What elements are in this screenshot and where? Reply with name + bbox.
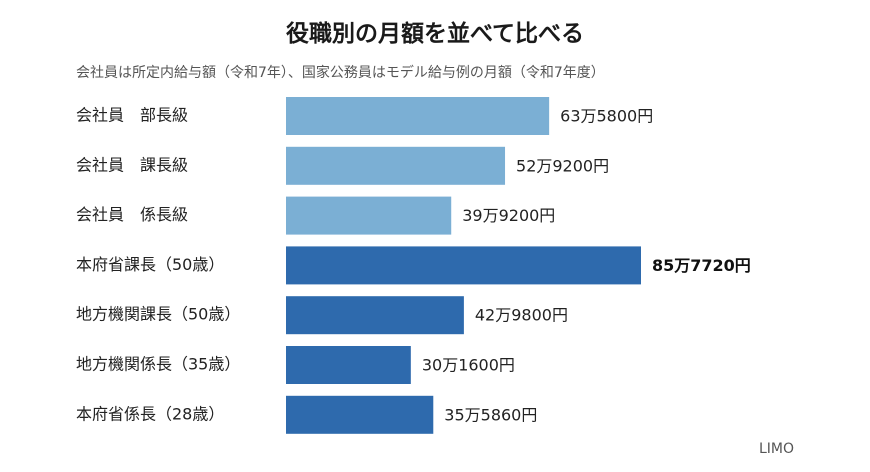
bar [286,296,464,335]
category-label: 会社員 部長級 [76,106,188,125]
category-label: 会社員 課長級 [76,155,188,174]
source-label: LIMO [758,441,794,457]
category-label: 本府省係長（28歳） [76,404,224,423]
value-label: 39万9200円 [462,206,555,225]
value-label: 30万1600円 [422,356,515,375]
bar [286,346,411,384]
value-label: 85万7720円 [652,256,751,275]
bar [286,146,506,185]
chart-subtitle: 会社員は所定内給与額（令和7年）、国家公務員はモデル給与例の月額（令和7年度） [76,65,605,81]
bar [286,97,550,135]
bar [286,246,641,285]
value-label: 52万9200円 [516,156,609,175]
category-label: 本府省課長（50歳） [76,255,224,274]
category-label: 地方機関係長（35歳） [76,355,240,374]
category-label: 地方機関課長（50歳） [76,305,240,324]
category-label: 会社員 係長級 [76,205,188,224]
chart-title: 役職別の月額を並べて比べる [285,21,585,47]
value-label: 63万5800円 [560,107,653,126]
bar [286,395,434,434]
value-label: 35万5860円 [444,405,537,424]
value-label: 42万9800円 [475,306,568,325]
bar [286,196,452,235]
